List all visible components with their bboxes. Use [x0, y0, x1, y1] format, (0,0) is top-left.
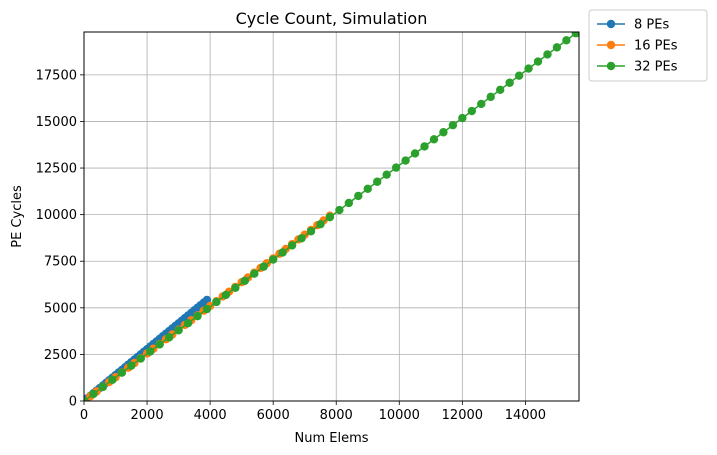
legend-label: 32 PEs	[634, 60, 678, 75]
data-point	[183, 319, 193, 328]
data-point	[89, 389, 98, 399]
x-tick-label: 4000	[194, 408, 227, 423]
data-point	[268, 255, 278, 264]
data-point	[127, 361, 136, 370]
data-point	[391, 163, 401, 172]
data-point	[344, 198, 354, 208]
data-point	[401, 156, 410, 165]
ticks: 0 2000 4000 6000 8000 10000 12000 14000 0 2500 500…	[36, 68, 546, 423]
data-point	[297, 234, 306, 243]
data-point	[410, 149, 420, 158]
x-tick-label: 0	[80, 408, 88, 423]
x-tick-label: 12000	[442, 408, 483, 423]
data-point	[486, 92, 495, 102]
data-point	[335, 205, 344, 215]
data-point	[373, 177, 382, 186]
y-tick-label: 15000	[36, 115, 77, 130]
x-tick-label: 14000	[505, 408, 546, 423]
y-tick-label: 2500	[44, 348, 77, 363]
series-32-pes	[84, 32, 579, 401]
data-point	[202, 304, 212, 314]
x-tick-label: 2000	[131, 408, 164, 423]
x-axis-label: Num Elems	[294, 431, 368, 446]
data-point	[514, 71, 524, 80]
y-tick-label: 12500	[36, 162, 77, 177]
y-tick-label: 0	[69, 395, 77, 410]
legend: 8 PEs 16 PEs 32 PEs	[588, 9, 708, 82]
data-point	[240, 276, 249, 285]
legend-item: 32 PEs	[597, 60, 678, 75]
data-point	[250, 269, 259, 278]
data-point	[174, 326, 183, 335]
x-tick-label: 8000	[320, 408, 353, 423]
data-point	[571, 32, 579, 38]
data-point	[495, 85, 505, 95]
legend-marker	[606, 61, 616, 71]
data-point	[543, 50, 552, 59]
data-point	[420, 142, 429, 151]
data-point	[505, 78, 514, 87]
data-point	[562, 36, 571, 45]
data-point	[448, 120, 458, 130]
data-point	[316, 219, 325, 229]
data-point	[287, 241, 297, 250]
x-tick-label: 10000	[379, 408, 420, 423]
y-tick-label: 5000	[44, 301, 77, 316]
data-point	[533, 57, 543, 66]
legend-label: 8 PEs	[634, 18, 669, 33]
data-point	[552, 43, 562, 52]
data-point	[382, 170, 391, 179]
data-point	[108, 375, 117, 384]
chart-title: Cycle Count, Simulation	[236, 9, 428, 28]
data-point	[98, 382, 108, 392]
legend-marker	[606, 40, 616, 50]
data-point	[325, 212, 335, 222]
data-point	[477, 99, 486, 109]
y-tick-label: 10000	[36, 208, 77, 223]
data-point	[164, 333, 174, 342]
data-point	[84, 396, 89, 401]
data-point	[212, 297, 221, 307]
legend-item: 16 PEs	[597, 39, 678, 54]
x-tick-label: 6000	[257, 408, 290, 423]
data-point	[155, 340, 164, 349]
data-point	[231, 283, 240, 293]
data-point	[221, 290, 231, 300]
data-point	[278, 248, 287, 257]
data-point	[146, 347, 155, 356]
legend-label: 16 PEs	[634, 39, 678, 54]
data-point	[117, 368, 127, 377]
data-point	[136, 354, 145, 363]
legend-box	[588, 9, 708, 82]
data-point	[193, 311, 202, 321]
series-layer	[84, 32, 579, 401]
plot-frame	[83, 31, 580, 402]
data-point	[363, 184, 372, 194]
data-point	[439, 128, 448, 137]
legend-marker	[606, 19, 616, 29]
data-point	[354, 191, 363, 201]
legend-item: 8 PEs	[597, 18, 669, 33]
data-point	[259, 262, 268, 271]
y-axis-label: PE Cycles	[10, 185, 25, 248]
y-tick-label: 17500	[36, 68, 77, 83]
data-point	[467, 106, 477, 116]
data-point	[458, 113, 467, 123]
data-point	[306, 227, 316, 236]
data-point	[524, 64, 533, 73]
data-point	[429, 135, 439, 144]
y-tick-label: 7500	[44, 255, 77, 270]
